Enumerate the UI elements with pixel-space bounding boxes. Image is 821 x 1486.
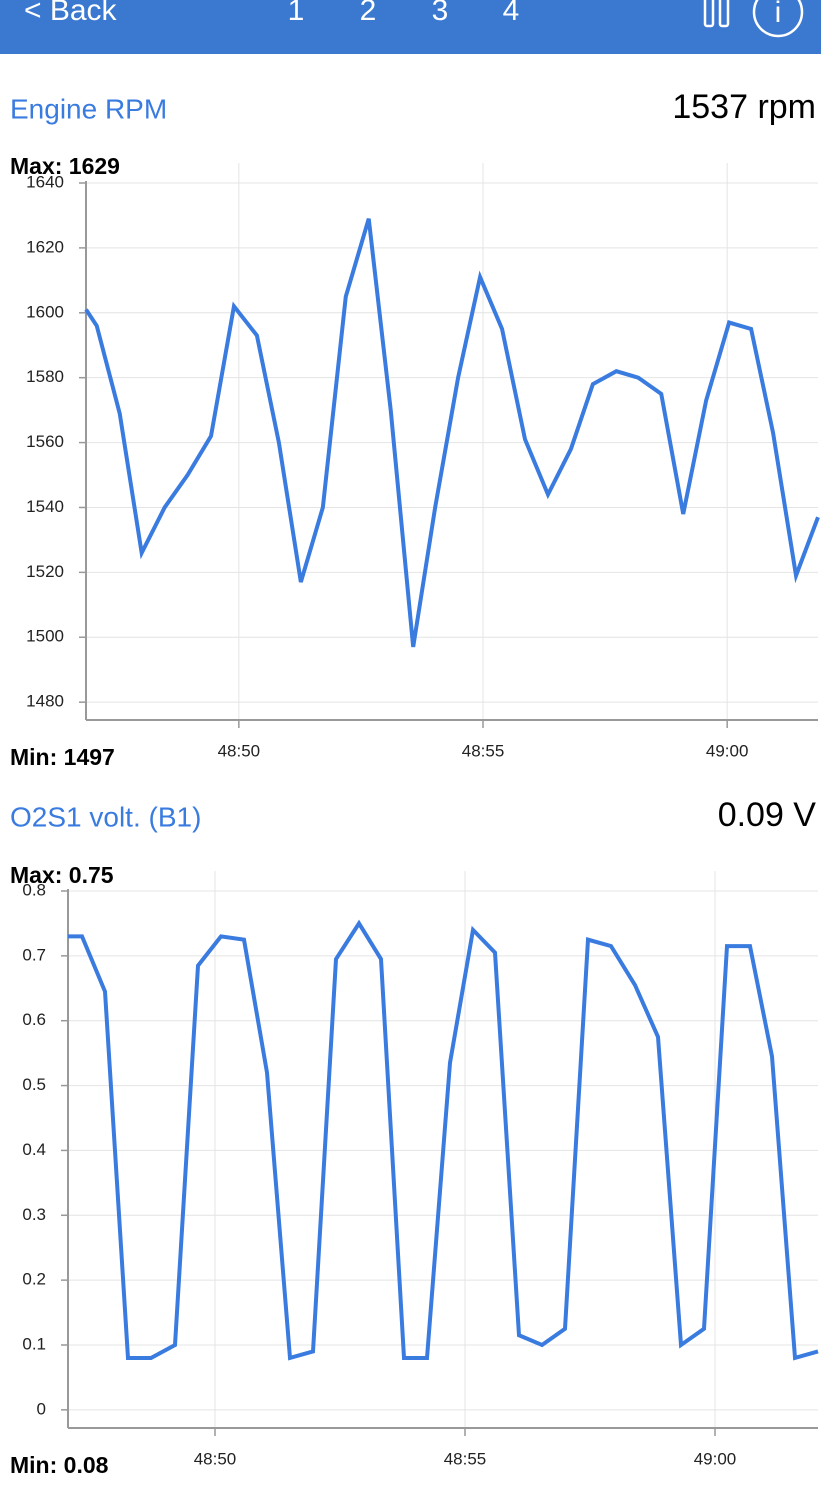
- max-label: Max: 0.75: [10, 862, 114, 888]
- x-tick-label: 48:55: [444, 1449, 487, 1468]
- y-tick-label: 1540: [26, 497, 64, 516]
- y-tick-label: 1580: [26, 367, 64, 386]
- y-tick-label: 0.6: [22, 1010, 46, 1029]
- current-reading: 1537 rpm: [672, 88, 816, 126]
- y-tick-label: 0.3: [22, 1205, 46, 1224]
- current-reading: 0.09 V: [718, 796, 817, 834]
- data-line: [84, 218, 820, 648]
- y-tick-label: 1500: [26, 627, 64, 646]
- y-tick-label: 0.2: [22, 1270, 46, 1289]
- top-bar: [0, 0, 821, 54]
- x-tick-label: 49:00: [694, 1449, 737, 1468]
- min-label: Min: 0.08: [10, 1452, 109, 1478]
- pause-button[interactable]: [703, 0, 730, 28]
- info-button[interactable]: [752, 0, 804, 38]
- y-tick-label: 1620: [26, 237, 64, 256]
- y-tick-label: 0.1: [22, 1334, 46, 1353]
- y-tick-label: 0.4: [22, 1140, 46, 1159]
- page-tab[interactable]: 4: [503, 0, 520, 27]
- y-tick-label: 1520: [26, 562, 64, 581]
- min-label: Min: 1497: [10, 744, 115, 770]
- y-tick-label: 1640: [26, 172, 64, 191]
- y-tick-label: 1480: [26, 692, 64, 711]
- y-tick-label: 1600: [26, 302, 64, 321]
- y-tick-label: 0.5: [22, 1075, 46, 1094]
- info-icon: i: [775, 0, 782, 29]
- y-tick-label: 0.7: [22, 945, 46, 964]
- x-tick-label: 49:00: [706, 741, 749, 760]
- y-tick-label: 0: [37, 1399, 46, 1418]
- page-tab[interactable]: 2: [360, 0, 377, 27]
- page-tab[interactable]: 3: [432, 0, 449, 27]
- x-tick-label: 48:50: [218, 741, 261, 760]
- chart-title: Engine RPM: [10, 93, 167, 124]
- y-tick-label: 1560: [26, 432, 64, 451]
- chart-title: O2S1 volt. (B1): [10, 801, 201, 832]
- y-tick-label: 0.8: [22, 880, 46, 899]
- x-tick-label: 48:50: [194, 1449, 237, 1468]
- data-line: [68, 919, 819, 1361]
- x-tick-label: 48:55: [462, 741, 505, 760]
- back-button[interactable]: < Back: [24, 0, 118, 27]
- max-label: Max: 1629: [10, 153, 120, 179]
- page-tab[interactable]: 1: [288, 0, 305, 27]
